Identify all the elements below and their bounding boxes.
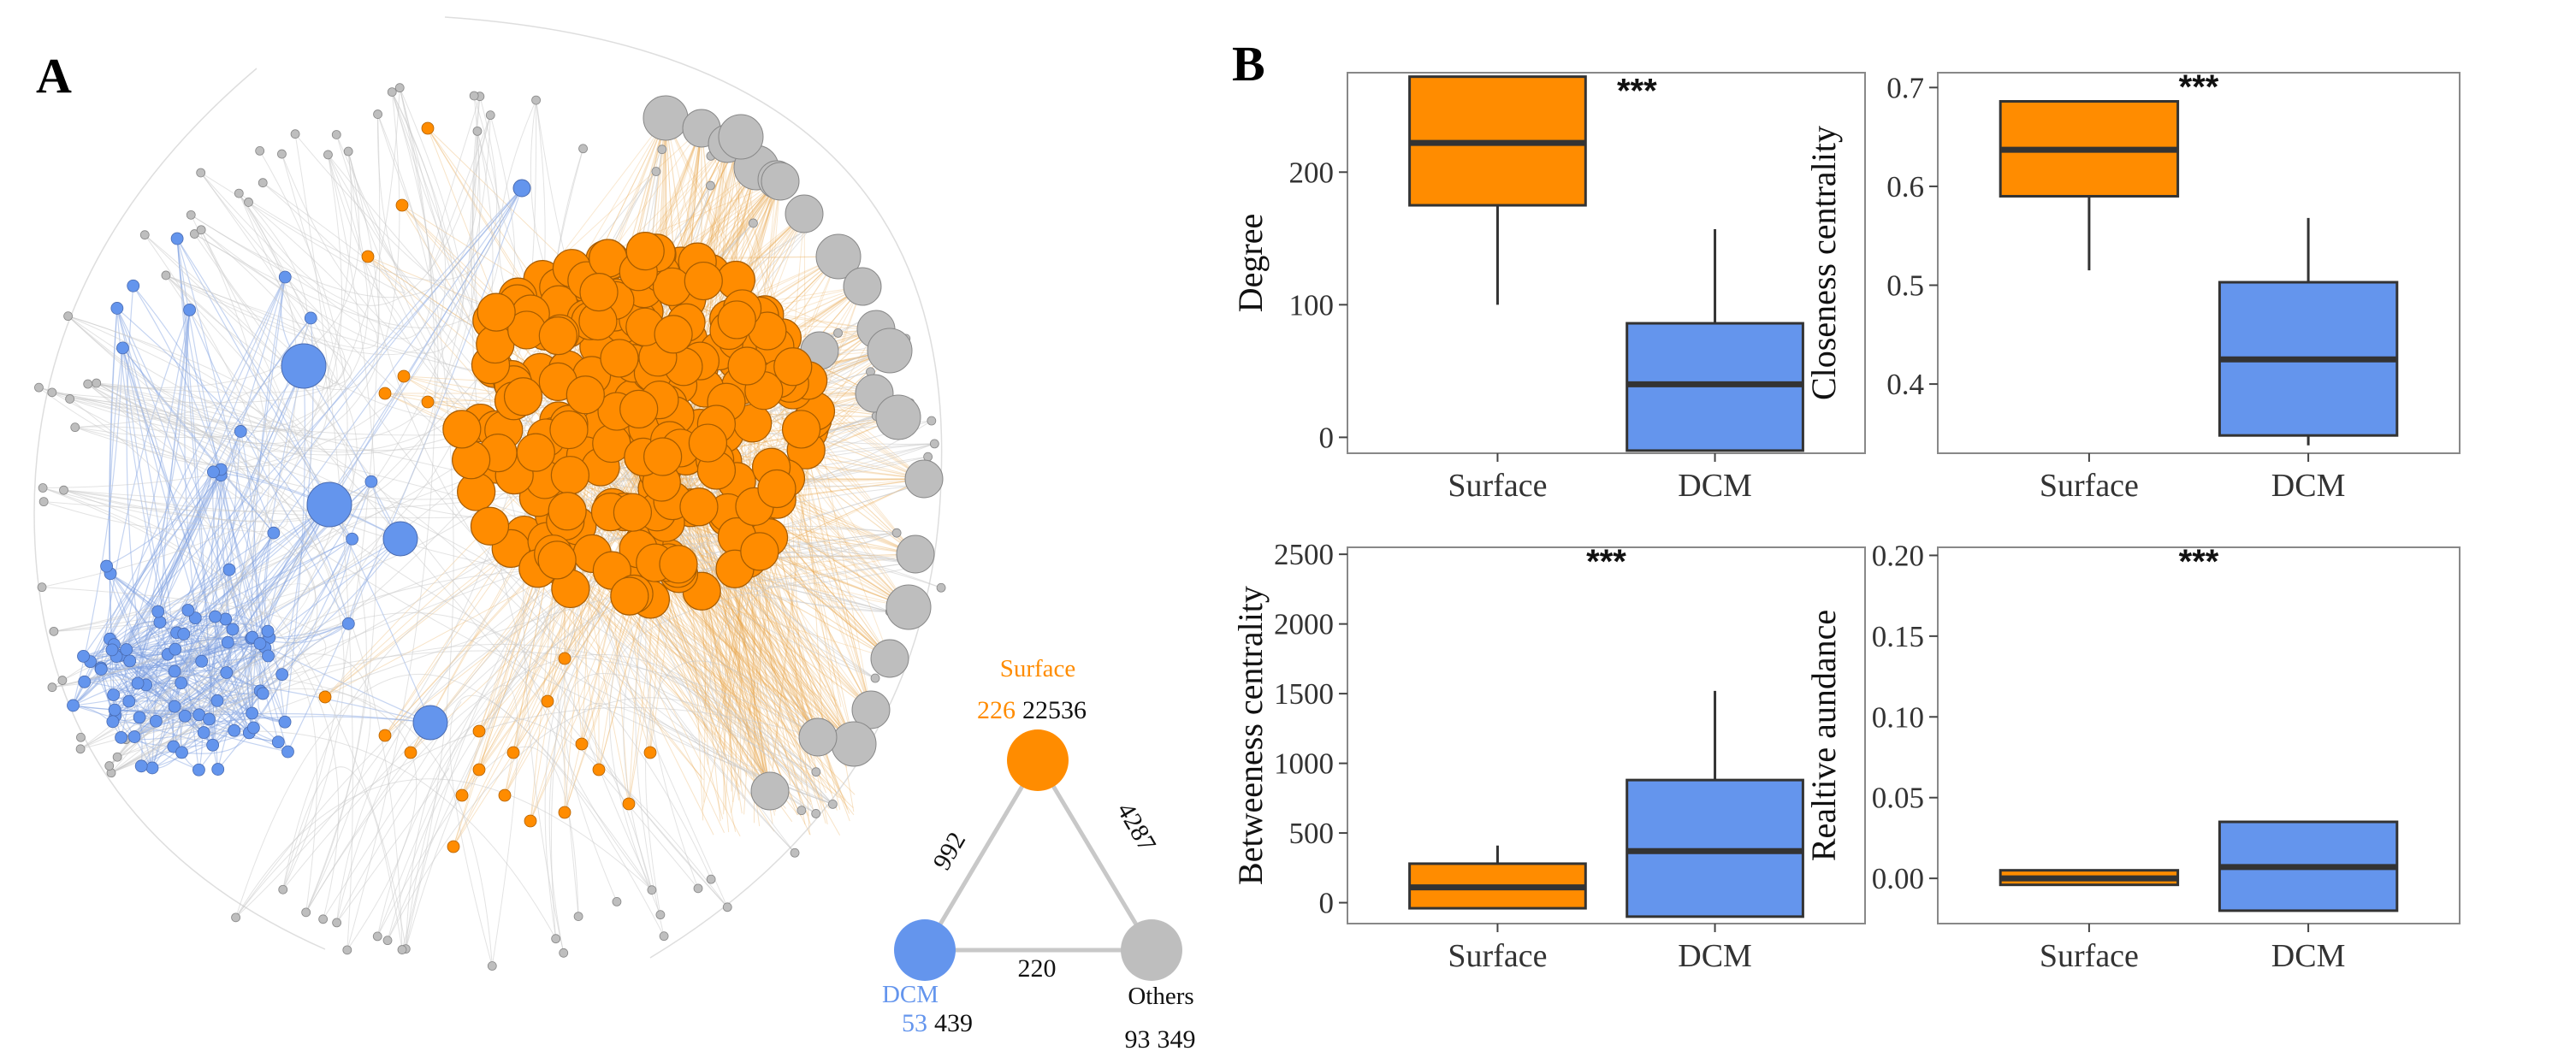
surface-group-node (1007, 729, 1069, 791)
others-node-count: 93 (1125, 1025, 1151, 1054)
dcm-others-edge-count: 220 (1018, 954, 1057, 983)
y-tick-label: 0.20 (1872, 539, 1924, 572)
y-tick-label: 0.6 (1886, 170, 1924, 204)
x-tick-label: DCM (1678, 938, 1752, 974)
y-tick-label: 0.15 (1872, 620, 1924, 653)
surface-group-label: Surface (1000, 655, 1076, 682)
others-edge-count: 349 (1158, 1025, 1196, 1054)
box-dcm (2218, 217, 2399, 446)
box-dcm (2218, 820, 2399, 912)
y-axis-title: Betweeness centrality (1231, 586, 1270, 885)
boxplot-3: 0.00 0.05 0.10 0.15 0.20 Realtive aundance Sur… (1804, 539, 2461, 974)
y-tick-label: 0 (1319, 421, 1335, 454)
y-tick-label: 500 (1289, 817, 1335, 850)
box-dcm (1626, 690, 1804, 918)
x-tick-label: Surface (2040, 468, 2139, 504)
y-tick-label: 1500 (1274, 677, 1334, 711)
plot-frame (1937, 72, 2461, 454)
dcm-node-count: 53 (902, 1009, 927, 1037)
y-tick-label: 2000 (1274, 608, 1334, 641)
link-surface-dcm (922, 759, 1040, 952)
y-tick-label: 0.05 (1872, 782, 1924, 815)
box-surface (1999, 100, 2180, 271)
dcm-edge-count: 439 (934, 1009, 973, 1037)
boxplot-0: 0 100 200 Degree Surface DCM *** (1231, 72, 1866, 504)
y-tick-label: 0.4 (1886, 368, 1924, 401)
x-tick-label: DCM (2271, 938, 2346, 974)
surface-node-count: 226 (977, 696, 1016, 724)
plot-frame (1937, 546, 2461, 924)
y-tick-label: 0.00 (1872, 862, 1924, 895)
x-tick-label: DCM (2271, 468, 2346, 504)
box-dcm (1626, 228, 1804, 452)
x-tick-label: Surface (1448, 938, 1547, 974)
box-surface (1408, 75, 1587, 305)
dcm-group-label: DCM (882, 981, 939, 1008)
surface-edge-count: 22536 (1022, 696, 1087, 724)
panel-b-letter: B (1232, 36, 1265, 92)
boxplot-1: 0.4 0.5 0.6 0.7 Closeness centrality Surface D… (1804, 68, 2461, 504)
x-tick-label: Surface (1448, 468, 1547, 504)
link-surface-others (1035, 759, 1154, 952)
y-tick-label: 100 (1289, 288, 1335, 322)
co-occurrence-network (33, 16, 946, 971)
significance-label: *** (1586, 543, 1626, 581)
x-tick-label: Surface (2040, 938, 2139, 974)
y-tick-label: 0 (1319, 887, 1335, 920)
plot-frame (1347, 546, 1866, 924)
surface-dcm-edge-count: 992 (927, 828, 971, 875)
y-tick-label: 0.10 (1872, 700, 1924, 734)
module-summary-triangle: Surface 226 22536 DCM 53 439 Others 93 349 … (882, 655, 1196, 1054)
y-axis-title: Degree (1231, 214, 1270, 312)
box-surface (1999, 869, 2180, 887)
panel-a-letter: A (36, 48, 72, 103)
y-tick-label: 2500 (1274, 538, 1334, 571)
x-tick-label: DCM (1678, 468, 1752, 504)
y-axis-title: Closeness centrality (1804, 126, 1843, 400)
significance-label: *** (1617, 73, 1657, 110)
box-surface (1408, 845, 1587, 910)
surface-others-edge-count: 4287 (1111, 798, 1162, 856)
significance-label: *** (2179, 68, 2219, 106)
network-nodes (34, 83, 946, 971)
others-group-node (1121, 919, 1182, 981)
significance-label: *** (2179, 543, 2219, 581)
y-tick-label: 1000 (1274, 747, 1334, 781)
y-tick-label: 0.7 (1886, 71, 1924, 104)
y-axis-title: Realtive aundance (1804, 610, 1843, 861)
y-tick-label: 0.5 (1886, 269, 1924, 303)
boxplot-panels: 0 100 200 Degree Surface DCM *** 0.4 0.5 0.6 0.7 Cl… (1231, 68, 2461, 974)
plot-frame (1347, 72, 1866, 454)
y-tick-label: 200 (1289, 156, 1335, 189)
dcm-group-node (894, 919, 956, 981)
others-group-label: Others (1128, 983, 1193, 1010)
